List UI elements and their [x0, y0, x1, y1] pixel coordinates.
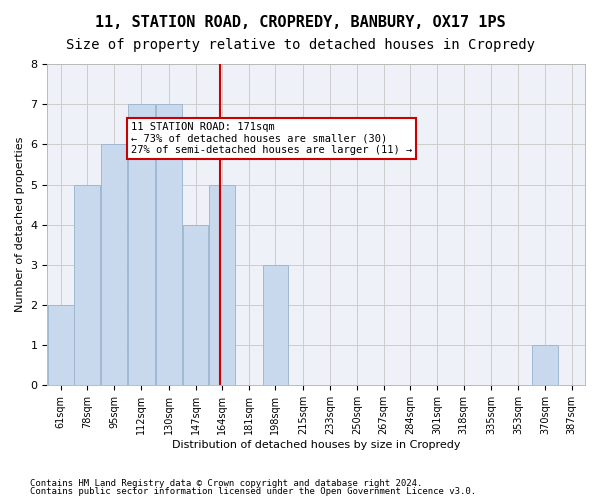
X-axis label: Distribution of detached houses by size in Cropredy: Distribution of detached houses by size …: [172, 440, 460, 450]
Bar: [48, 305, 74, 386]
Text: Size of property relative to detached houses in Cropredy: Size of property relative to detached ho…: [65, 38, 535, 52]
Bar: [532, 345, 558, 386]
Y-axis label: Number of detached properties: Number of detached properties: [15, 137, 25, 312]
Text: 11, STATION ROAD, CROPREDY, BANBURY, OX17 1PS: 11, STATION ROAD, CROPREDY, BANBURY, OX1…: [95, 15, 505, 30]
Bar: [128, 104, 155, 386]
Bar: [101, 144, 127, 386]
Bar: [182, 224, 208, 386]
Text: Contains public sector information licensed under the Open Government Licence v3: Contains public sector information licen…: [30, 487, 476, 496]
Bar: [74, 184, 100, 386]
Bar: [209, 184, 235, 386]
Bar: [156, 104, 182, 386]
Text: Contains HM Land Registry data © Crown copyright and database right 2024.: Contains HM Land Registry data © Crown c…: [30, 478, 422, 488]
Bar: [263, 265, 289, 386]
Text: 11 STATION ROAD: 171sqm
← 73% of detached houses are smaller (30)
27% of semi-de: 11 STATION ROAD: 171sqm ← 73% of detache…: [131, 122, 412, 155]
